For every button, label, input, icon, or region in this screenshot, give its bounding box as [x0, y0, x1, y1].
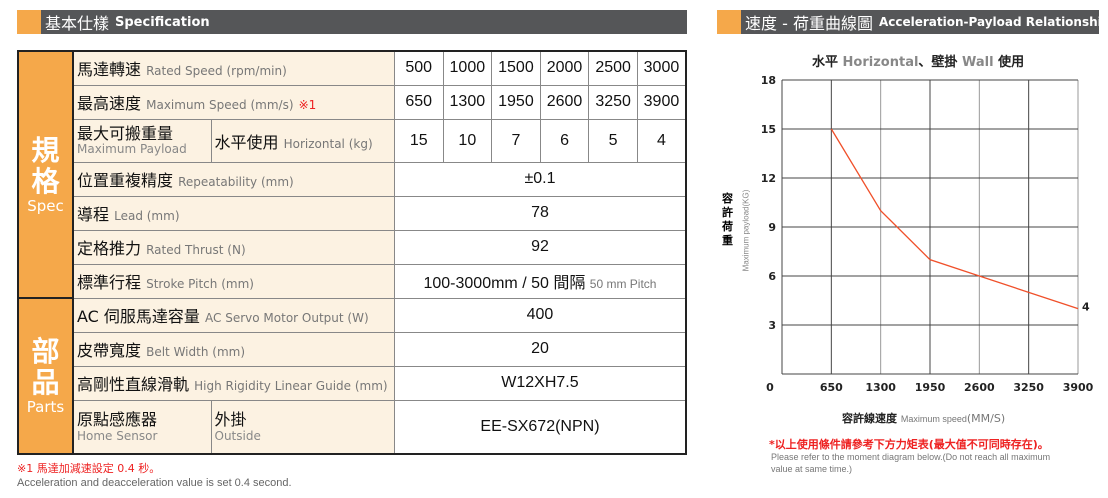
- y-tick-label: 6: [768, 270, 776, 283]
- y-tick-label: 18: [761, 74, 776, 87]
- cell: 3000: [636, 50, 687, 86]
- x-tick-label: 1300: [865, 381, 896, 394]
- lead-label: 導程 Lead (mm): [72, 195, 395, 231]
- chart-note-en: Please refer to the moment diagram below…: [771, 452, 1051, 462]
- table-row: 最大可搬重量 Maximum Payload 水平使用 Horizontal (k…: [18, 118, 687, 163]
- cell: 1500: [491, 50, 541, 86]
- table-row: 定格推力 Rated Thrust (N) 92: [18, 229, 687, 265]
- table-row: 位置重複精度 Repeatability (mm) ±0.1: [18, 161, 687, 197]
- table-row: 規格 Spec 馬達轉速 Rated Speed (rpm/min) 500 100…: [17, 50, 687, 299]
- header-accent: [717, 10, 741, 34]
- header-accent: [17, 10, 41, 34]
- cell: 1300: [442, 84, 493, 120]
- spec-title-zh: 基本仕樣: [45, 14, 110, 33]
- cell: 100-3000mm / 50 間隔 50 mm Pitch: [393, 263, 687, 299]
- thrust-label: 定格推力 Rated Thrust (N): [72, 229, 395, 265]
- belt-label: 皮帶寬度 Belt Width (mm): [72, 331, 395, 367]
- table-row: 部品 Parts AC 伺服馬達容量 AC Servo Motor Output …: [17, 297, 687, 455]
- y-axis-label-en: Maximum payload(KG): [741, 189, 751, 272]
- chart-title-en: Acceleration-Payload Relationship: [878, 15, 1108, 29]
- table-row: 皮帶寬度 Belt Width (mm) 20: [18, 331, 687, 367]
- payload-chart: 0 650 1300 1950 2600 3250 3900 3 6 9 12 15 18 4: [761, 74, 1094, 394]
- max-speed-label: 最高速度 Maximum Speed (mm/s) ※1: [72, 84, 395, 120]
- table-row: 高剛性直線滑軌 High Rigidity Linear Guide (mm) W…: [18, 365, 687, 401]
- cell: EE-SX672(NPN): [393, 399, 687, 455]
- x-tick-label: 3900: [1063, 381, 1094, 394]
- cell: 6: [539, 118, 590, 163]
- y-tick-label: 9: [768, 221, 776, 234]
- cell: 92: [393, 229, 687, 265]
- chart-title-zh: 速度 - 荷重曲線圖: [745, 14, 873, 33]
- cell: 4: [636, 118, 687, 163]
- spec-header: 基本仕樣 Specification: [17, 10, 687, 34]
- cell: ±0.1: [393, 161, 687, 197]
- y-tick-label: 3: [768, 319, 776, 332]
- x-axis-label: 容許線速度 Maximum speed(MM/S): [842, 412, 1006, 425]
- spec-table: 規格 Spec 馬達轉速 Rated Speed (rpm/min) 500 100…: [17, 50, 687, 455]
- spec-title-en: Specification: [115, 14, 210, 30]
- x-tick-label: 1950: [915, 381, 946, 394]
- y-tick-label: 12: [761, 172, 776, 185]
- cell: 1000: [442, 50, 493, 86]
- guide-label: 高剛性直線滑軌 High Rigidity Linear Guide (mm): [72, 365, 395, 401]
- x-tick-label: 3250: [1013, 381, 1044, 394]
- sensor-sub-label: 外掛 Outside: [210, 399, 395, 455]
- cell: 15: [393, 118, 444, 163]
- cell: 5: [588, 118, 638, 163]
- cell: 7: [491, 118, 541, 163]
- table-row: 導程 Lead (mm) 78: [18, 195, 687, 231]
- y-axis-label-zh: 容許荷重: [722, 192, 733, 247]
- table-row: 標準行程 Stroke Pitch (mm) 100-3000mm / 50 間隔…: [18, 263, 687, 299]
- x-tick-label: 2600: [964, 381, 995, 394]
- end-value-label: 4: [1082, 301, 1090, 314]
- rated-speed-label: 馬達轉速 Rated Speed (rpm/min): [72, 50, 395, 86]
- sensor-label: 原點感應器 Home Sensor: [72, 399, 212, 455]
- footnote-zh: ※1 馬達加減速設定 0.4 秒。: [17, 462, 161, 475]
- x-tick-label: 0: [766, 381, 774, 394]
- cell: 3900: [636, 84, 687, 120]
- y-tick-label: 15: [761, 123, 776, 136]
- repeatability-label: 位置重複精度 Repeatability (mm): [72, 161, 395, 197]
- cell: 78: [393, 195, 687, 231]
- cell: W12XH7.5: [393, 365, 687, 401]
- chart-header: 速度 - 荷重曲線圖 Acceleration-Payload Relation…: [717, 10, 1108, 34]
- chart-note-en-2: value at same time.): [771, 464, 853, 474]
- payload-sub-label: 水平使用 Horizontal (kg): [210, 118, 395, 163]
- payload-line: [830, 128, 1079, 310]
- cell: 2600: [539, 84, 590, 120]
- motor-label: AC 伺服馬達容量 AC Servo Motor Output (W): [72, 297, 395, 333]
- parts-section: 部品 Parts: [17, 297, 74, 455]
- cell: 650: [393, 84, 444, 120]
- stroke-label: 標準行程 Stroke Pitch (mm): [72, 263, 395, 299]
- payload-label: 最大可搬重量 Maximum Payload: [72, 118, 212, 163]
- x-tick-label: 650: [820, 381, 843, 394]
- cell: 500: [393, 50, 444, 86]
- chart-note-zh: *以上使用條件請參考下方力矩表(最大值不可同時存在)。: [769, 438, 1049, 451]
- spec-section: 規格 Spec: [17, 50, 74, 299]
- cell: 1950: [491, 84, 541, 120]
- table-row: 原點感應器 Home Sensor 外掛 Outside EE-SX672(NPN): [18, 399, 687, 455]
- cell: 3250: [588, 84, 638, 120]
- footnote-en: Acceleration and deacceleration value is…: [17, 477, 292, 489]
- cell: 20: [393, 331, 687, 367]
- cell: 400: [393, 297, 687, 333]
- table-row: 最高速度 Maximum Speed (mm/s) ※1 650 1300 1950…: [18, 84, 687, 120]
- chart-title: 水平 Horizontal、壁掛 Wall 使用: [812, 55, 1025, 70]
- cell: 10: [442, 118, 493, 163]
- cell: 2500: [588, 50, 638, 86]
- cell: 2000: [539, 50, 590, 86]
